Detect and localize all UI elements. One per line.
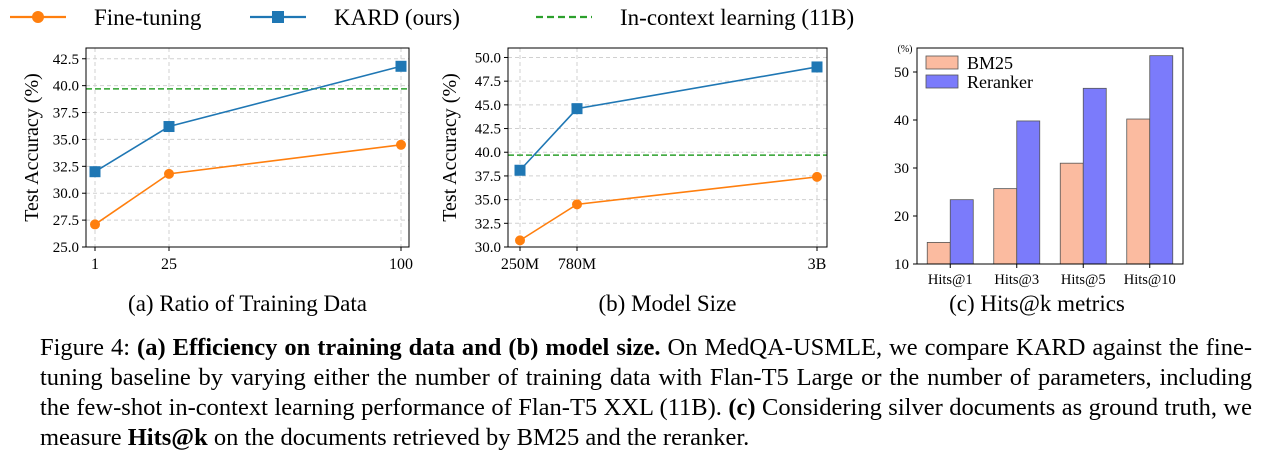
- bar-reranker-3: [1149, 55, 1174, 265]
- x-tick-label-2: 3B: [808, 256, 827, 273]
- bar-bm25-1: [993, 188, 1018, 265]
- series-line-1: [94, 65, 402, 173]
- caption-bold-efficiency: (a) Efficiency on training data and (b) …: [137, 334, 661, 361]
- x-tick-label-2: Hits@5: [1061, 272, 1106, 288]
- series-1-point-1: [571, 103, 583, 115]
- bar-legend-swatch-1: [925, 74, 959, 89]
- bar-legend-label-0: BM25: [967, 53, 1013, 73]
- legend-label-2: In-context learning (11B): [620, 5, 854, 30]
- plot-frame: [85, 47, 410, 248]
- y-tick-label-1: 32.5: [475, 216, 501, 232]
- y-tick-label-6: 45.0: [475, 98, 501, 114]
- series-1-point-0: [514, 164, 526, 176]
- y-tick-label-6: 40.0: [53, 79, 79, 95]
- y-tick-label-7: 47.5: [475, 74, 501, 90]
- y-tick-label-1: 27.5: [53, 213, 79, 229]
- bar-bm25-2: [1059, 162, 1084, 265]
- y-tick-label-8: 50.0: [475, 50, 501, 66]
- subplot-title: (a) Ratio of Training Data: [128, 291, 367, 316]
- x-tick-label-1: 25: [161, 256, 177, 273]
- series-0-point-0: [515, 235, 525, 246]
- y-tick-label-3: 37.5: [475, 169, 501, 185]
- figure-caption: Figure 4: (a) Efficiency on training dat…: [40, 333, 1252, 453]
- series-1-point-1: [163, 121, 175, 133]
- bar-reranker-0: [949, 199, 974, 265]
- legend-label-1: KARD (ours): [334, 5, 460, 30]
- legend: Fine-tuning KARD (ours) In-context learnin…: [10, 5, 854, 30]
- y-tick-label-2: 30.0: [53, 186, 79, 202]
- y-unit-label: (%): [898, 44, 913, 55]
- y-tick-label-7: 42.5: [53, 52, 79, 68]
- plot-frame: [916, 47, 1184, 265]
- bar-reranker-1: [1016, 120, 1041, 265]
- chart-model-size: 30.0 32.5 35.0 37.5 40.0 42.5 45.0 47.5 50.0 250M…: [439, 47, 828, 316]
- bar-bm25-3: [1126, 118, 1151, 265]
- y-tick-label-5: 42.5: [475, 122, 501, 138]
- y-tick-label-0: 30.0: [475, 240, 501, 256]
- caption-bold-hits: Hits@k: [127, 424, 208, 451]
- caption-text-3: on the documents retrieved by BM25 and t…: [207, 424, 750, 451]
- series-0-point-0: [90, 219, 100, 230]
- x-tick-label-3: Hits@10: [1124, 272, 1176, 288]
- subplot-title: (c) Hits@k metrics: [949, 291, 1125, 316]
- caption-text-1: On MedQA-USMLE, we compare KARD against …: [40, 334, 1252, 421]
- bar-legend-label-1: Reranker: [967, 72, 1033, 92]
- series-1-point-0: [89, 166, 101, 178]
- series-0-point-2: [396, 139, 406, 150]
- y-tick-label-0: 10: [894, 257, 909, 273]
- bar-legend-swatch-0: [925, 55, 959, 70]
- y-tick-label-3: 32.5: [53, 159, 79, 175]
- caption-bold-c: (c): [728, 394, 756, 421]
- legend-label-0: Fine-tuning: [94, 5, 202, 30]
- x-tick-label-1: 780M: [558, 256, 596, 273]
- y-tick-label-2: 35.0: [475, 193, 501, 209]
- x-tick-label-0: Hits@1: [928, 272, 973, 288]
- series-0-point-2: [812, 171, 822, 182]
- y-tick-label-1: 20: [894, 209, 909, 225]
- series-1-point-2: [811, 61, 823, 73]
- series-0-point-1: [164, 168, 174, 179]
- bar-bm25-0: [926, 241, 951, 265]
- series-line-0: [519, 176, 818, 242]
- caption-text-2: Considering silver documents as ground t…: [40, 394, 1252, 451]
- subplot-title: (b) Model Size: [599, 291, 737, 316]
- y-axis-label: Test Accuracy (%): [21, 73, 43, 222]
- legend-marker-1: [272, 11, 284, 23]
- y-tick-label-4: 35.0: [53, 132, 79, 148]
- y-tick-label-3: 40: [894, 113, 909, 129]
- y-tick-label-5: 37.5: [53, 106, 79, 122]
- x-tick-label-1: Hits@3: [994, 272, 1039, 288]
- chart-training-ratio: 25.0 27.5 30.0 32.5 35.0 37.5 40.0 42.5 1 25 100 Te…: [21, 47, 413, 316]
- series-0-point-1: [572, 199, 582, 210]
- chart-hits-at-k: 10 20 30 40 50 (%) Hits@1 Hits@3 Hits@5 Hits@10 BM…: [894, 44, 1184, 316]
- x-tick-label-2: 100: [389, 256, 413, 273]
- series-line-0: [94, 144, 402, 226]
- caption-label: Figure 4:: [40, 334, 138, 361]
- y-tick-label-0: 25.0: [53, 240, 79, 256]
- series-1-point-2: [395, 60, 407, 72]
- y-tick-label-4: 40.0: [475, 145, 501, 161]
- y-tick-label-2: 30: [894, 161, 909, 177]
- x-tick-label-0: 1: [91, 256, 99, 273]
- plot-frame: [507, 47, 828, 248]
- y-tick-label-4: 50: [894, 65, 909, 81]
- x-tick-label-0: 250M: [501, 256, 539, 273]
- y-axis-label: Test Accuracy (%): [439, 73, 461, 222]
- legend-marker-0: [32, 11, 44, 23]
- bar-reranker-2: [1082, 87, 1107, 265]
